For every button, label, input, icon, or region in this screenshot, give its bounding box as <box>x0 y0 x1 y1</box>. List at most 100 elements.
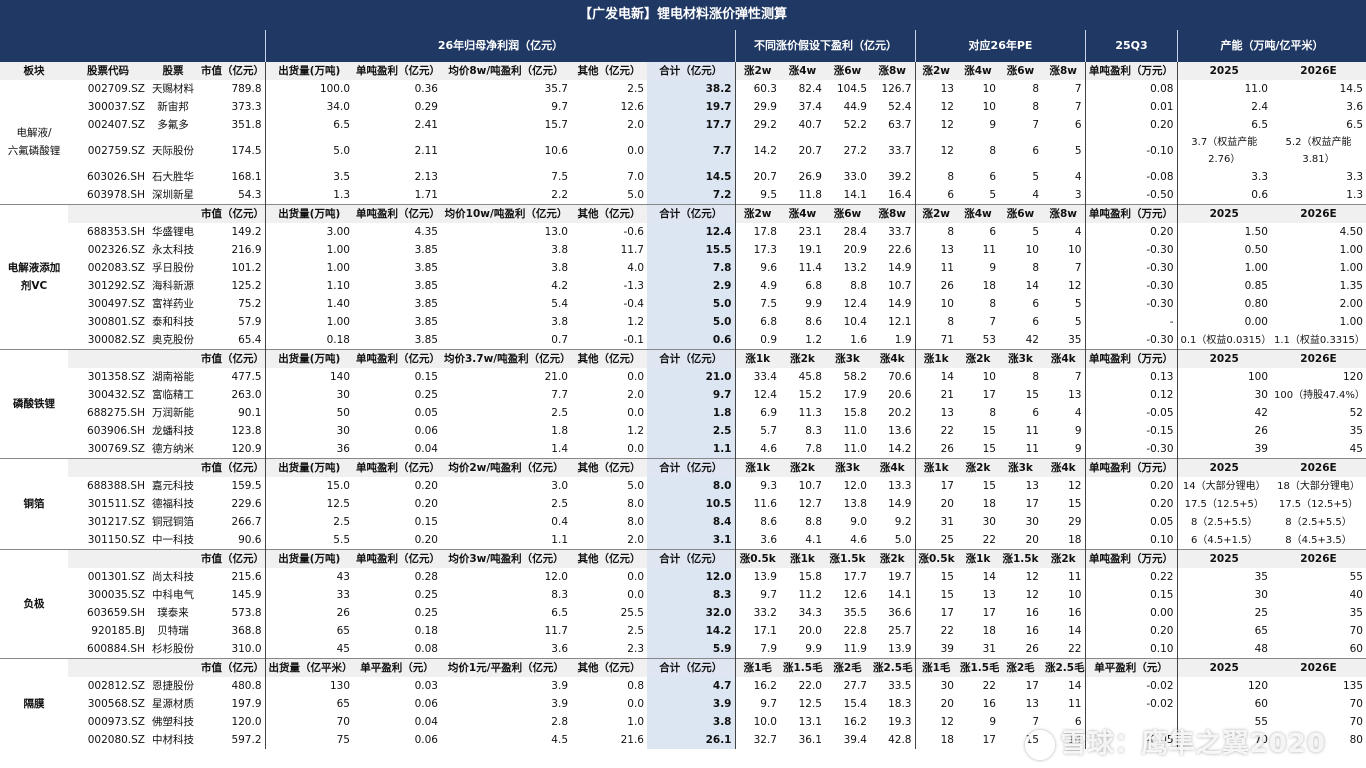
cell: 15 <box>982 443 996 455</box>
snowball-logo-icon <box>1024 729 1055 760</box>
column-header <box>68 658 148 677</box>
column-header: 均价1元/平盈利（亿元） <box>441 658 571 677</box>
cell: 9 <box>1074 443 1082 455</box>
table-row: 603906.SH 龙蟠科技 123.8 30 0.06 1.8 1.2 2.5 5.7 8.3 1… <box>0 422 1366 440</box>
cell: 16.2 <box>843 716 867 728</box>
column-header: 合计（亿元） <box>647 458 735 477</box>
cell: 70 <box>1176 731 1271 749</box>
cell: 4 <box>1074 407 1082 419</box>
cell: 5.0 <box>627 480 644 492</box>
group-header-price-scenarios: 不同涨价假设下盈利（亿元） <box>735 30 915 62</box>
cell: 4 <box>1074 226 1082 238</box>
cell: 1.00 <box>264 313 353 331</box>
column-header <box>68 458 148 477</box>
sector-name: 磷酸铁锂 <box>0 349 68 459</box>
cell: 11.0 <box>843 425 867 437</box>
cell: 13 <box>982 589 996 601</box>
column-header: 2025 <box>1176 349 1271 368</box>
cell: 22.0 <box>798 680 822 692</box>
cell: 1.10 <box>264 277 353 295</box>
column-header: 2026E <box>1271 62 1366 80</box>
cell: 10 <box>982 83 996 95</box>
cell: 3 <box>1074 189 1082 201</box>
cell: 2.13 <box>414 171 438 183</box>
cell: 0.04 <box>414 443 438 455</box>
cell: 18 <box>914 731 957 749</box>
cell: 0.15 <box>414 371 438 383</box>
column-header: 涨2k <box>780 458 825 477</box>
cell: 9.7 <box>734 586 780 604</box>
cell: 70 <box>1349 698 1363 710</box>
cell: 0.20 <box>1084 477 1177 495</box>
cell: 32.7 <box>734 731 780 749</box>
cell: 1.50 <box>1176 223 1271 241</box>
cell: 120.0 <box>231 716 262 728</box>
cell: 15.0 <box>264 477 353 495</box>
stock-code: 001301.SZ <box>87 571 145 583</box>
cell: -0.4 <box>623 298 645 310</box>
cell: 26 <box>914 440 957 459</box>
table-row: 002812.SZ 恩捷股份 480.8 130 0.03 3.9 0.8 4.7 16.2 22… <box>0 677 1366 695</box>
cell: 7.5 <box>551 171 568 183</box>
cell: 12.7 <box>798 498 822 510</box>
column-header: 单吨盈利（亿元） <box>353 549 441 568</box>
stock-name: 中一科技 <box>152 534 194 546</box>
group-header-pe: 对应26年PE <box>915 30 1085 62</box>
total-profit: 7.2 <box>647 186 735 205</box>
cell: 26.9 <box>798 171 822 183</box>
cell: 25.7 <box>888 625 912 637</box>
cell: 9 <box>989 119 996 131</box>
stock-name: 天赐材料 <box>152 83 194 95</box>
cell: 5.7 <box>734 422 780 440</box>
column-header: 涨4w <box>780 62 825 80</box>
cell: 120 <box>1342 371 1363 383</box>
cell: 27.7 <box>843 680 867 692</box>
stock-code: 300037.SZ <box>87 101 145 113</box>
column-header: 涨2k <box>957 458 999 477</box>
cell: -0.05 <box>1084 731 1177 749</box>
cell: 5.0 <box>894 534 912 546</box>
cell: 14.9 <box>888 498 912 510</box>
cell: 0.08 <box>1084 80 1177 98</box>
total-profit: 3.8 <box>647 713 735 731</box>
cell: 1.3 <box>1346 189 1363 201</box>
table-row: 300497.SZ 富祥药业 75.2 1.40 3.85 5.4 -0.4 5.0 7.5 9.… <box>0 295 1366 313</box>
column-header: 涨2w <box>734 62 780 80</box>
cell: 70.6 <box>888 371 912 383</box>
cell: 6 <box>1032 298 1039 310</box>
stock-code: 301358.SZ <box>87 371 145 383</box>
cell: 35.7 <box>544 83 568 95</box>
cell: 8 <box>989 298 996 310</box>
column-header: 合计（亿元） <box>647 204 735 223</box>
total-profit: 5.0 <box>647 295 735 313</box>
cell: 480.8 <box>231 680 262 692</box>
cell: 13 <box>1025 480 1039 492</box>
stock-code: 002812.SZ <box>87 680 145 692</box>
total-profit: 4.7 <box>647 677 735 695</box>
cell: 5.4 <box>551 298 568 310</box>
cell: 22 <box>914 622 957 640</box>
cell: 15.2 <box>798 389 822 401</box>
total-profit: 1.1 <box>647 440 735 459</box>
cell: 33.2 <box>734 604 780 622</box>
cell: 1.2 <box>627 425 644 437</box>
table-row: 603659.SH 璞泰来 573.8 26 0.25 6.5 25.5 32.0 33.2 34… <box>0 604 1366 622</box>
cell: 13.8 <box>843 498 867 510</box>
cell: 14 <box>1068 680 1082 692</box>
cell: 6 <box>1032 407 1039 419</box>
cell: 0.0 <box>627 145 644 157</box>
cell: 15.8 <box>798 571 822 583</box>
cell: 8.6 <box>734 513 780 531</box>
stock-name: 多氟多 <box>157 119 189 131</box>
column-header <box>68 204 148 223</box>
cell: 34.3 <box>798 607 822 619</box>
cell: 8 <box>1032 262 1039 274</box>
cell: 5 <box>989 189 996 201</box>
cell: 1.2 <box>805 334 822 346</box>
cell: 10 <box>1025 244 1039 256</box>
column-header: 涨1k <box>780 549 825 568</box>
cell: 12.0 <box>544 571 568 583</box>
stock-code: 300769.SZ <box>87 443 145 455</box>
cell: 31 <box>982 643 996 655</box>
stock-code: 603978.SH <box>87 189 145 201</box>
